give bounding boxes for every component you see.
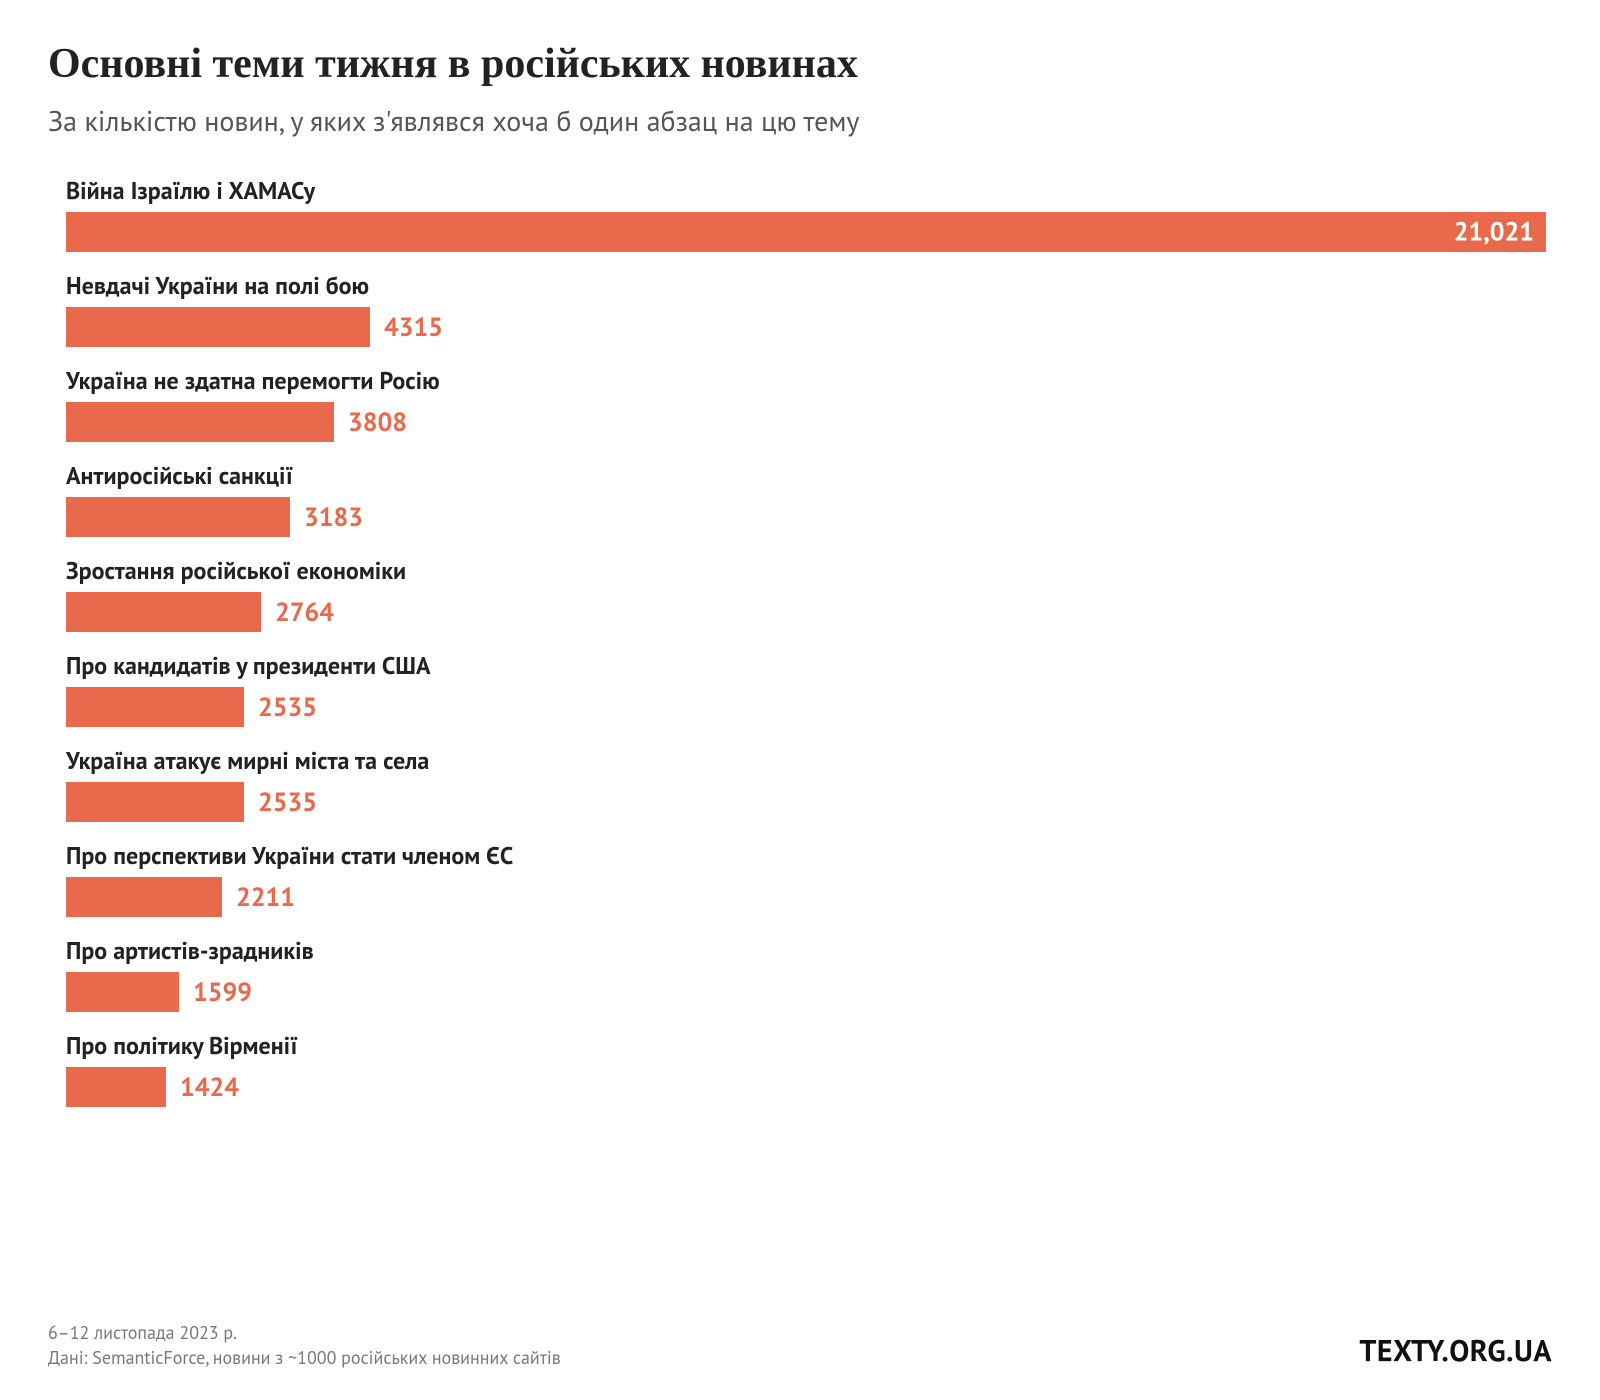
chart-title: Основні теми тижня в російських новинах <box>48 40 1552 88</box>
chart-container: Основні теми тижня в російських новинах … <box>0 0 1600 1400</box>
bar: 1599 <box>66 972 1552 1012</box>
bar: 21,021 <box>66 212 1546 252</box>
bar-value-label: 1424 <box>180 1071 239 1104</box>
bar-category-label: Невдачі України на полі бою <box>66 270 1552 301</box>
bar-row: Про політику Вірменії 1424 <box>66 1030 1552 1107</box>
bar: 2211 <box>66 877 1552 917</box>
bar-category-label: Зростання російської економіки <box>66 555 1552 586</box>
bar-fill <box>66 402 334 442</box>
bar-category-label: Україна атакує мирні міста та села <box>66 745 1552 776</box>
bar-row: Війна Ізраїлю і ХАМАСу 21,021 <box>66 175 1552 252</box>
bar-fill <box>66 972 179 1012</box>
bar-row: Про перспективи України стати членом ЄС 2… <box>66 840 1552 917</box>
bar-value-label: 21,021 <box>1454 216 1534 249</box>
chart-footer: 6–12 листопада 2023 р. Дані: SemanticFor… <box>48 1320 1552 1370</box>
bar-fill <box>66 592 261 632</box>
bar-row: Україна атакує мирні міста та села 2535 <box>66 745 1552 822</box>
bar-category-label: Про політику Вірменії <box>66 1030 1552 1061</box>
bar-category-label: Україна не здатна перемогти Росію <box>66 365 1552 396</box>
publisher-logo: TEXTY.ORG.UA <box>1359 1331 1552 1370</box>
bar-row: Про кандидатів у президенти США 2535 <box>66 650 1552 727</box>
bar-row: Невдачі України на полі бою 4315 <box>66 270 1552 347</box>
bar-value-label: 3808 <box>348 406 407 439</box>
bar-category-label: Про перспективи України стати членом ЄС <box>66 840 1552 871</box>
bar-fill <box>66 497 290 537</box>
bar-category-label: Про артистів-зрадників <box>66 935 1552 966</box>
bar-category-label: Про кандидатів у президенти США <box>66 650 1552 681</box>
bar-value-label: 2535 <box>258 786 317 819</box>
bar-row: Зростання російської економіки 2764 <box>66 555 1552 632</box>
bar: 2535 <box>66 782 1552 822</box>
bar-fill <box>66 782 244 822</box>
footer-date-range: 6–12 листопада 2023 р. <box>48 1320 561 1345</box>
bar-value-label: 2764 <box>275 596 334 629</box>
bar-fill <box>66 307 370 347</box>
bar-fill <box>66 877 222 917</box>
bar-row: Антиросійські санкції 3183 <box>66 460 1552 537</box>
bar-value-label: 4315 <box>384 311 443 344</box>
bar-chart: Війна Ізраїлю і ХАМАСу 21,021 Невдачі Укра… <box>48 175 1552 1107</box>
bar-row: Про артистів-зрадників 1599 <box>66 935 1552 1012</box>
footer-source: Дані: SemanticForce, новини з ~1000 росі… <box>48 1345 561 1370</box>
bar: 2764 <box>66 592 1552 632</box>
bar-row: Україна не здатна перемогти Росію 3808 <box>66 365 1552 442</box>
bar-value-label: 2535 <box>258 691 317 724</box>
bar-category-label: Антиросійські санкції <box>66 460 1552 491</box>
bar: 4315 <box>66 307 1552 347</box>
footer-meta: 6–12 листопада 2023 р. Дані: SemanticFor… <box>48 1320 561 1370</box>
bar: 3808 <box>66 402 1552 442</box>
bar-fill <box>66 687 244 727</box>
bar-fill <box>66 1067 166 1107</box>
bar: 2535 <box>66 687 1552 727</box>
bar-category-label: Війна Ізраїлю і ХАМАСу <box>66 175 1552 206</box>
bar-value-label: 3183 <box>304 501 363 534</box>
bar: 3183 <box>66 497 1552 537</box>
bar-value-label: 1599 <box>193 976 252 1009</box>
bar-fill <box>66 212 1546 252</box>
bar-value-label: 2211 <box>236 881 295 914</box>
bar: 1424 <box>66 1067 1552 1107</box>
chart-subtitle: За кількістю новин, у яких з'являвся хоч… <box>48 102 1552 139</box>
